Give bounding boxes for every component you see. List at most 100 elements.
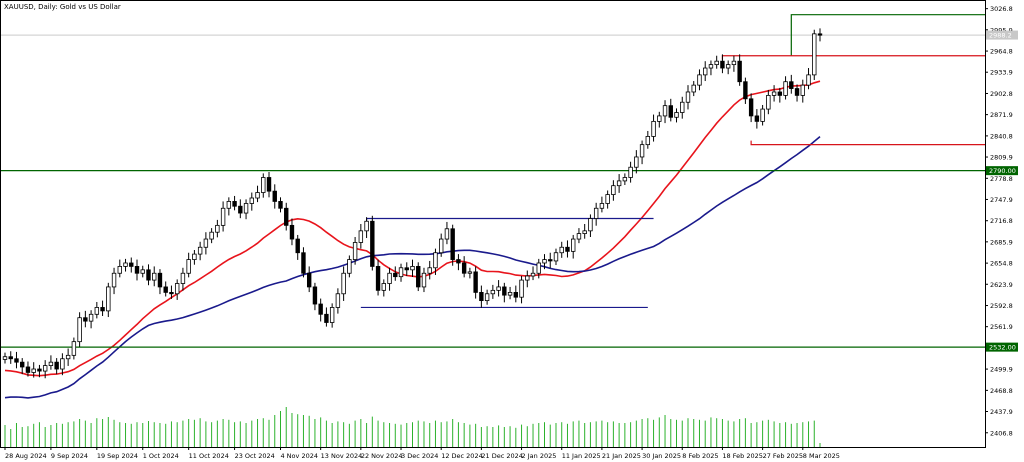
candle-bull xyxy=(209,231,214,240)
candle-bull xyxy=(220,207,226,226)
x-tick-label: 28 Aug 2024 xyxy=(5,452,47,460)
candle-bear xyxy=(25,366,31,373)
x-tick-label: 18 Feb 2025 xyxy=(722,452,762,460)
candle-bear xyxy=(548,259,553,262)
plot-frame xyxy=(0,0,986,448)
candle-bear xyxy=(238,205,243,214)
candle-bull xyxy=(525,275,530,281)
candle-bear xyxy=(272,190,277,202)
recent-top-level xyxy=(790,14,985,56)
y-tick-label: 2561.9 xyxy=(990,323,1013,331)
candle-bull xyxy=(812,33,817,76)
y-tick-label: 2592.8 xyxy=(990,302,1013,310)
candle-bear xyxy=(794,88,800,96)
y-tick-label: 2654.8 xyxy=(990,260,1013,268)
candle-bull xyxy=(255,192,260,199)
price-badge-label: 2988.2 xyxy=(989,32,1012,40)
x-tick-label: 11 Jan 2025 xyxy=(562,452,601,460)
candle-bull xyxy=(347,259,352,274)
candle-bear xyxy=(479,292,484,302)
x-tick-label: 2 Jan 2025 xyxy=(522,452,557,460)
candle-bear xyxy=(8,356,13,360)
candle-bull xyxy=(398,267,404,278)
candle-bull xyxy=(680,101,685,113)
candle-bull xyxy=(410,266,415,271)
candle-bull xyxy=(576,233,582,240)
candle-bear xyxy=(54,361,59,370)
candle-bull xyxy=(197,246,203,255)
candle-bull xyxy=(352,242,358,260)
candle-bull xyxy=(31,368,36,373)
price-badge-label: 2790.00 xyxy=(989,167,1016,175)
candle-bull xyxy=(140,269,145,274)
candle-bear xyxy=(232,201,237,207)
y-tick-label: 2437.9 xyxy=(990,408,1013,416)
candle-bull xyxy=(703,67,708,76)
x-tick-label: 11 Oct 2024 xyxy=(189,452,229,460)
candle-bull xyxy=(358,230,364,243)
candle-bull xyxy=(117,266,122,274)
candle-bear xyxy=(748,98,754,117)
y-tick-label: 2499.9 xyxy=(990,366,1013,374)
x-tick-label: 3 Dec 2024 xyxy=(401,452,438,460)
y-tick-label: 2809.9 xyxy=(990,154,1013,162)
candle-bear xyxy=(146,269,151,281)
candle-bull xyxy=(226,201,232,209)
candle-bull xyxy=(582,230,587,234)
y-tick-label: 2933.9 xyxy=(990,69,1013,77)
candle-bear xyxy=(370,220,375,267)
candle-bull xyxy=(203,238,209,248)
candle-bull xyxy=(94,307,100,315)
time-axis: 28 Aug 2024 9 Sep 2024 19 Sep 2024 1 Oct 20… xyxy=(4,447,840,460)
candle-bear xyxy=(306,272,312,288)
candle-bull xyxy=(71,341,77,356)
x-tick-label: 13 Nov 2024 xyxy=(321,452,363,460)
candle-bull xyxy=(553,252,559,262)
candle-bear xyxy=(83,317,88,322)
candle-bull xyxy=(106,286,111,312)
candle-bull xyxy=(611,185,616,195)
x-tick-label: 1 Oct 2024 xyxy=(143,452,179,460)
candle-bear xyxy=(668,105,673,118)
candle-bear xyxy=(14,358,19,363)
candle-bull xyxy=(674,112,679,118)
x-tick-label: 8 Feb 2025 xyxy=(682,452,718,460)
candle-bull xyxy=(48,361,54,366)
candle-bull xyxy=(571,238,576,252)
candle-bear xyxy=(777,91,783,96)
volume-bars xyxy=(4,407,821,447)
candle-bull xyxy=(77,317,82,343)
candle-bear xyxy=(743,81,748,100)
price-axis: 3026.8 2995.9 2964.8 2933.9 2902.8 2871.9 2840… xyxy=(985,5,1013,437)
candles xyxy=(2,28,823,379)
candle-bear xyxy=(720,60,725,69)
candle-bull xyxy=(421,272,427,288)
candle-bull xyxy=(484,293,490,302)
candle-bull xyxy=(60,358,65,370)
candle-bull xyxy=(708,64,714,69)
level-badges: 2790.00 2532.00 2988.2 xyxy=(986,30,1018,352)
candle-bull xyxy=(714,60,719,66)
candle-bull xyxy=(530,272,536,277)
price-badge xyxy=(986,342,1018,352)
candle-bull xyxy=(536,262,541,274)
candle-bear xyxy=(502,286,507,296)
candle-bull xyxy=(645,136,651,146)
candle-bull xyxy=(329,307,335,323)
candle-bear xyxy=(404,267,409,271)
candle-bull xyxy=(180,272,186,284)
candle-bull xyxy=(496,286,501,291)
candle-bear xyxy=(456,259,461,264)
candle-bear xyxy=(817,33,823,36)
candle-bull xyxy=(605,194,610,204)
ma-slow-line xyxy=(4,135,821,399)
candle-bull xyxy=(593,207,599,219)
y-tick-label: 2840.8 xyxy=(990,132,1013,140)
candle-bull xyxy=(616,180,622,187)
x-tick-label: 8 Mar 2025 xyxy=(803,452,840,460)
candle-bull xyxy=(438,238,444,254)
candle-bull xyxy=(186,259,191,274)
candle-bear xyxy=(100,307,105,312)
